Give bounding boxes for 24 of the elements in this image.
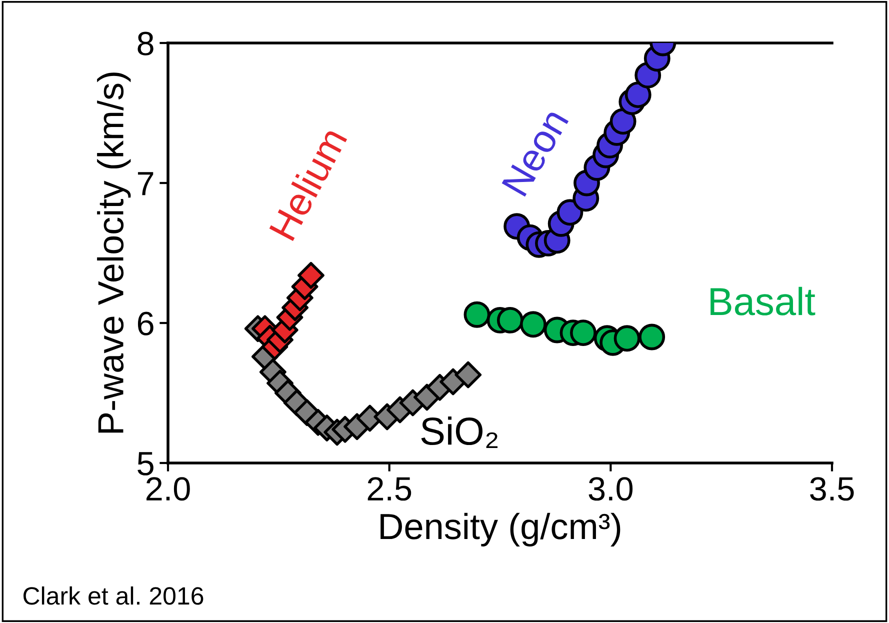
- point: [298, 262, 324, 289]
- x-tick-label: 3.5: [810, 477, 854, 501]
- series-label: Basalt: [710, 286, 816, 316]
- point: [624, 82, 652, 108]
- point: [496, 306, 524, 334]
- y-tick-label: 7: [138, 172, 154, 196]
- x-axis-title: Density (g/cm³): [380, 512, 620, 546]
- point: [464, 301, 490, 328]
- y-axis-title: P-wave Velocity (km/s): [97, 72, 131, 433]
- series-label: SiO₂: [421, 416, 498, 448]
- text: Clark et al. 2016: [23, 586, 204, 605]
- y-tick-label: 5: [138, 452, 154, 476]
- x-tick-label: 2.5: [368, 477, 412, 501]
- point: [556, 199, 584, 226]
- point: [454, 361, 482, 388]
- x-tick-label: 3.0: [588, 477, 633, 501]
- point: [638, 324, 666, 350]
- x-tick-label: 2.0: [146, 477, 190, 501]
- point: [610, 108, 636, 135]
- point: [520, 311, 546, 338]
- point: [570, 320, 596, 346]
- y-tick-label: 6: [138, 312, 154, 336]
- y-tick-label: 8: [138, 32, 154, 56]
- point: [614, 325, 640, 352]
